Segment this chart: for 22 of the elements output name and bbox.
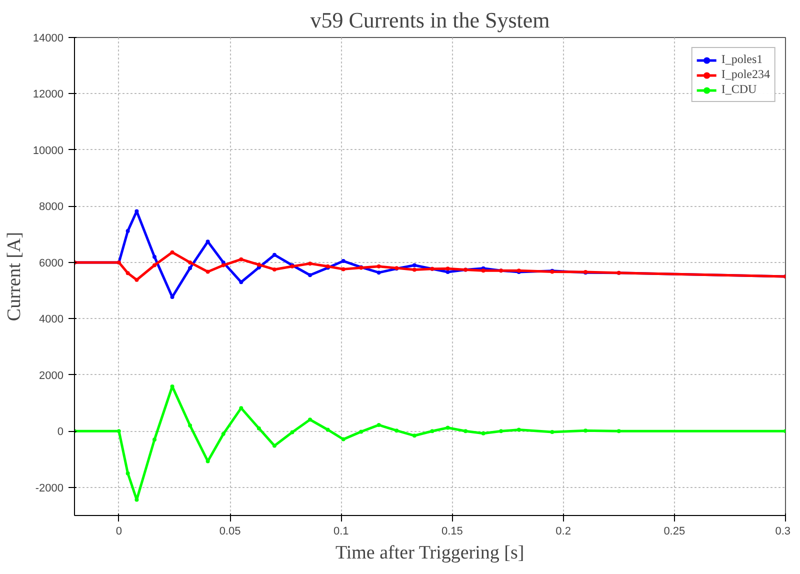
- chart-title: v59 Currents in the System: [310, 8, 550, 32]
- x-tick-label: 0.3: [775, 526, 791, 538]
- y-tick-label: 12000: [32, 88, 64, 101]
- x-tick-label: 0: [116, 526, 122, 538]
- y-tick-label: 2000: [39, 370, 64, 382]
- y-tick-label: 4000: [39, 314, 64, 326]
- x-axis-title: Time after Triggering [s]: [335, 542, 524, 564]
- legend-label: I_poles1: [721, 52, 763, 67]
- y-tick-label: 8000: [39, 201, 64, 214]
- x-tick-label: 0.25: [664, 526, 686, 538]
- legend-label: I_pole234: [721, 67, 770, 82]
- y-tick-label: 0: [57, 426, 64, 438]
- y-tick-label: 14000: [32, 32, 64, 44]
- x-tick-label: 0.05: [219, 526, 241, 538]
- y-tick-label: 10000: [32, 144, 64, 157]
- y-tick-label: 6000: [39, 257, 64, 270]
- legend-label: I_CDU: [721, 82, 757, 97]
- y-axis-title: Current [A]: [4, 232, 25, 322]
- y-tick-label: -2000: [35, 482, 64, 494]
- x-tick-label: 0.1: [333, 526, 349, 538]
- x-tick-label: 0.15: [442, 526, 463, 538]
- x-tick-label: 0.2: [556, 526, 571, 538]
